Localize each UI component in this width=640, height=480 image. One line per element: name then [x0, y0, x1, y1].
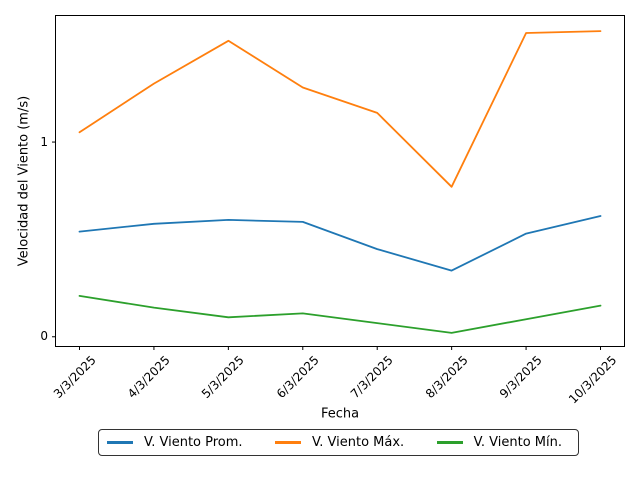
- legend-item: V. Viento Prom.: [107, 435, 243, 450]
- y-axis-label: Velocidad del Viento (m/s): [16, 95, 32, 267]
- legend-line-swatch-icon: [436, 441, 463, 444]
- y-tick-label: 1: [40, 134, 48, 149]
- chart-legend: V. Viento Prom. V. Viento Máx. V. Viento…: [98, 429, 579, 456]
- legend-label: V. Viento Mín.: [473, 435, 562, 450]
- legend-label: V. Viento Prom.: [144, 435, 243, 450]
- y-tick-label: 0: [40, 329, 48, 344]
- legend-item: V. Viento Máx.: [275, 435, 404, 450]
- legend-line-swatch-icon: [275, 441, 302, 444]
- legend-item: V. Viento Mín.: [436, 435, 562, 450]
- legend-label: V. Viento Máx.: [312, 435, 405, 450]
- x-axis-label: Fecha: [320, 406, 360, 422]
- legend-line-swatch-icon: [107, 441, 133, 444]
